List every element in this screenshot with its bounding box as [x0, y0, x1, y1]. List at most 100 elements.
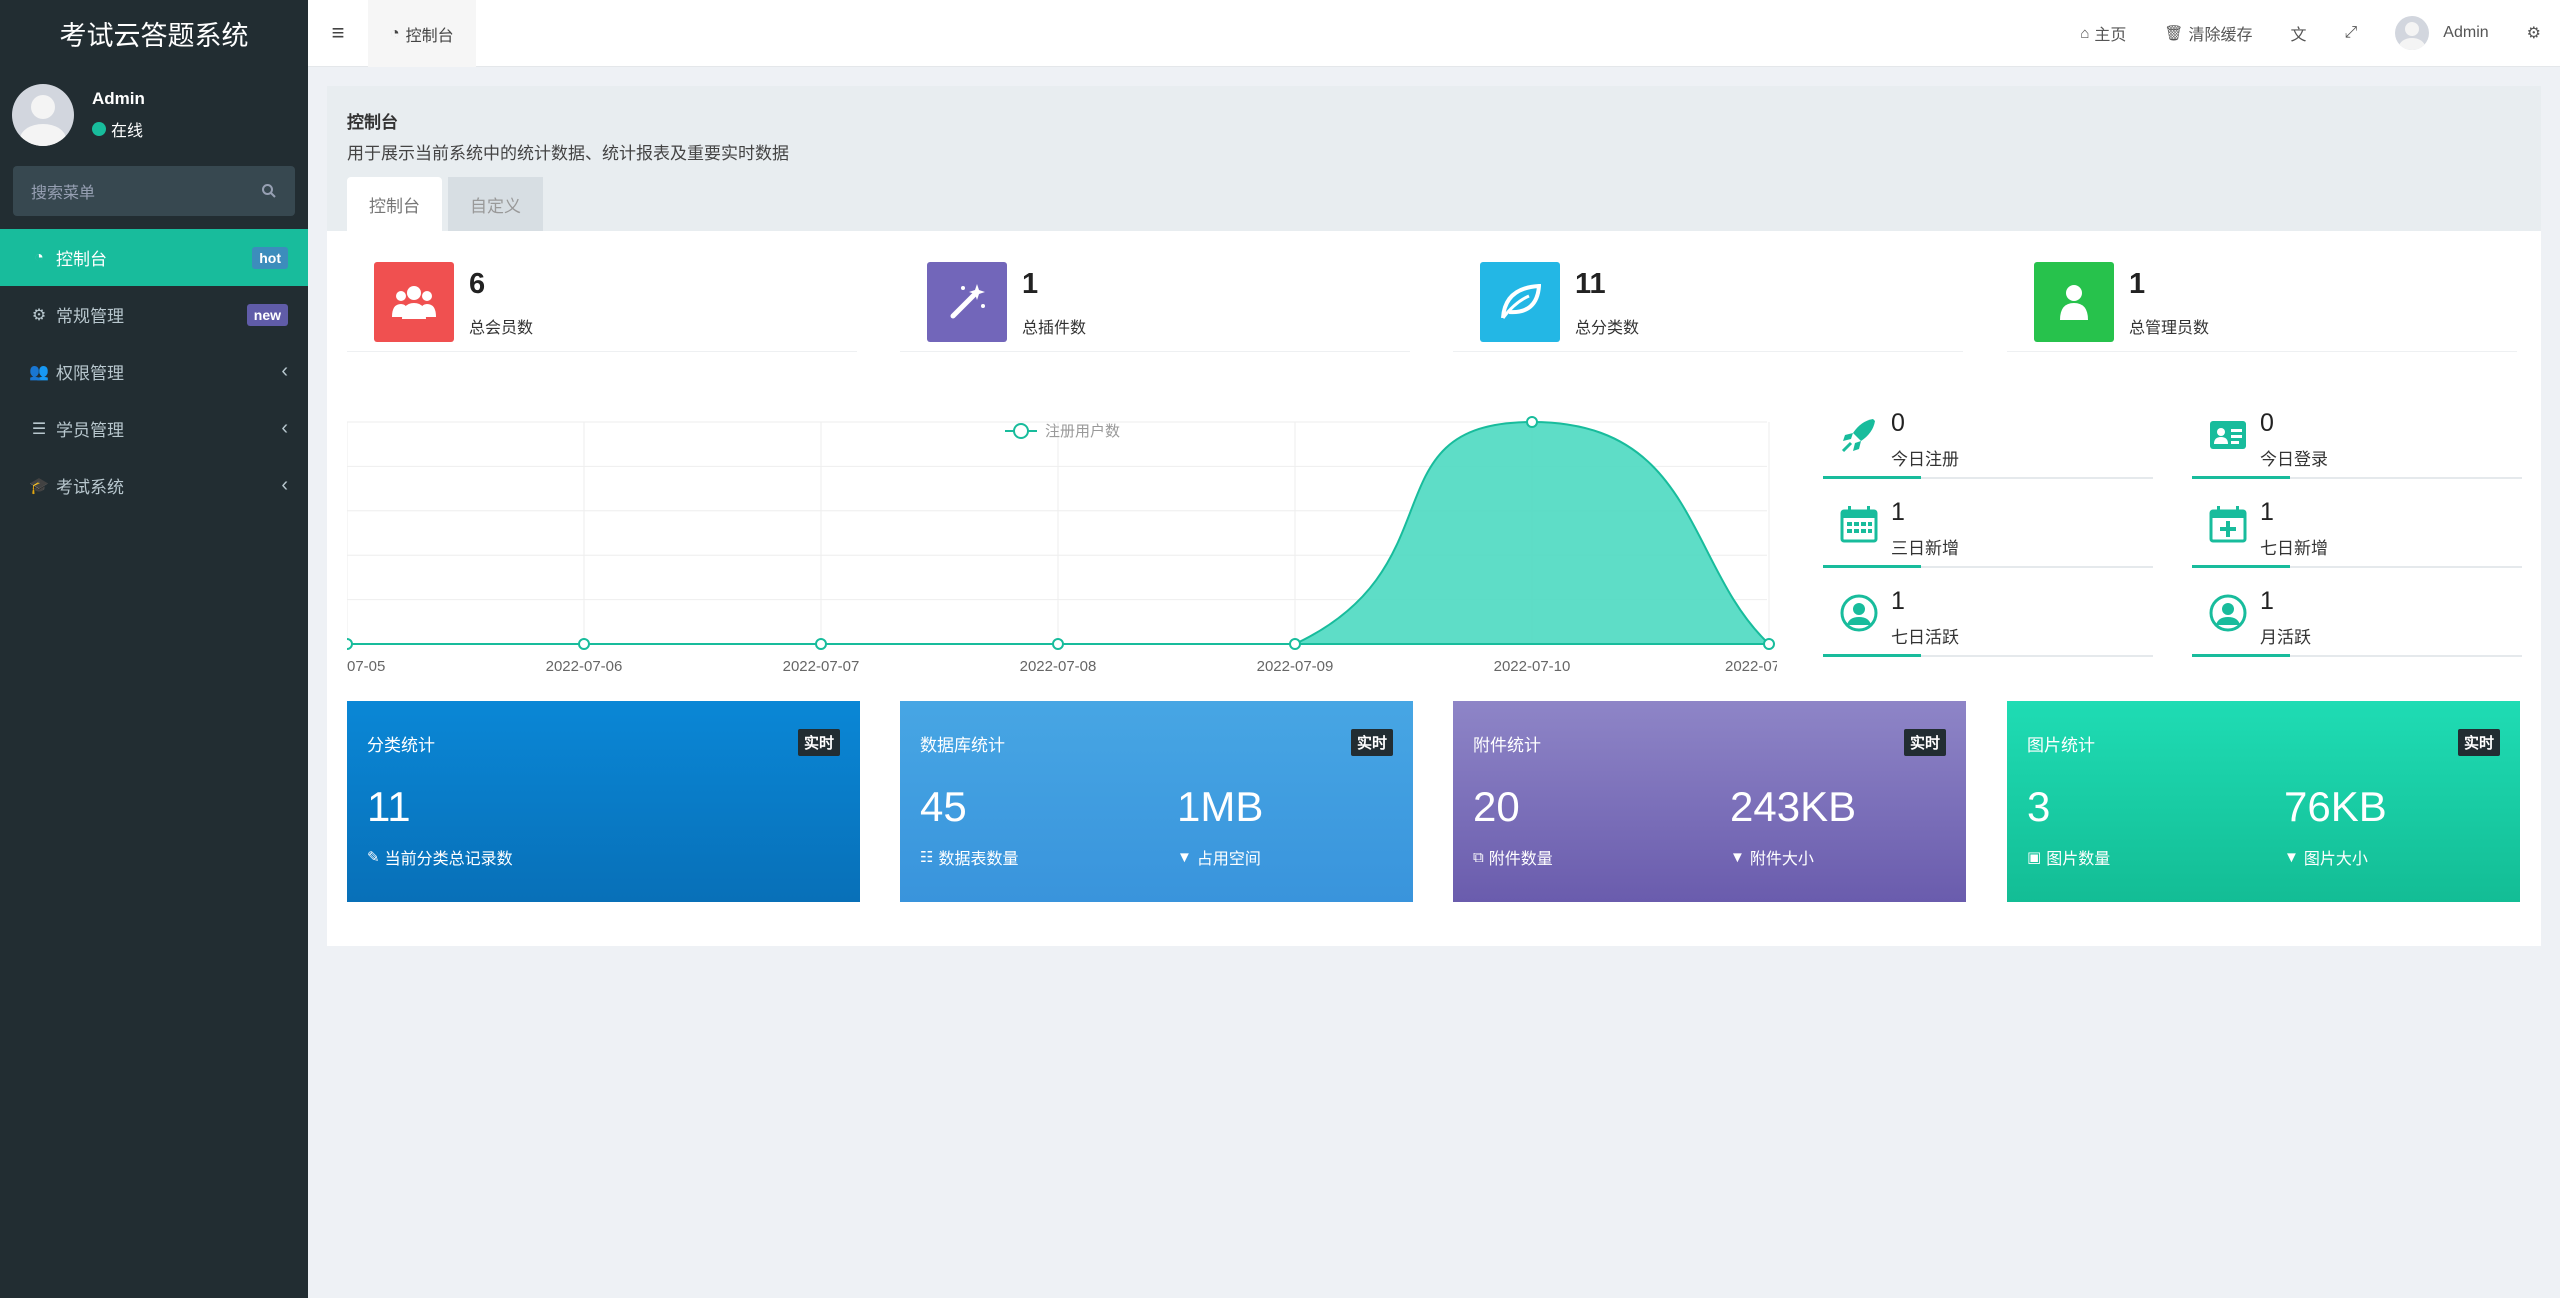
sidebar-item-label: 考试系统 [56, 478, 124, 497]
card-attachment-stats: 附件统计 实时 20 ⧉ 附件数量 243KB ▼ 附件大小 [1453, 701, 1966, 902]
card-value: 76KB [2284, 783, 2387, 830]
app-brand[interactable]: 考试云答题系统 [59, 21, 249, 52]
cogs-icon: ⚙ [31, 306, 47, 324]
sidebar-search-input[interactable]: 搜索菜单 [13, 166, 295, 216]
card-value: 20 [1473, 783, 1520, 830]
card-subtitle-label: 图片大小 [2303, 851, 2368, 868]
data-point[interactable] [1052, 638, 1064, 650]
realtime-badge: 实时 [1903, 729, 1946, 756]
sidebar-item-students[interactable]: ☰ 学员管理 ‹ [0, 400, 308, 457]
tab-dashboard-panel[interactable]: 控制台 [347, 177, 442, 231]
card-subtitle: ▣ 图片数量 [2027, 845, 2110, 869]
clear-cache-button[interactable]: 🗑 清除缓存 [2145, 21, 2271, 45]
search-icon[interactable] [261, 183, 277, 199]
home-icon: ⌂ [2080, 24, 2090, 42]
files-icon: ⧉ [1473, 848, 1484, 866]
mini-label: 七日活跃 [1891, 628, 1959, 647]
data-point[interactable] [1289, 638, 1301, 650]
mini-label: 月活跃 [2260, 628, 2311, 647]
id-card-icon [2210, 421, 2246, 449]
tab-dashboard[interactable]: ◔ 控制台 [368, 0, 476, 67]
mini-seven-day-active: 1 七日活跃 [1823, 587, 2153, 657]
user-name: Admin [92, 89, 145, 108]
clear-cache-label: 清除缓存 [2188, 27, 2253, 44]
trash-icon: 🗑 [2164, 25, 2184, 42]
stat-value: 11 [1575, 268, 1606, 300]
card-value: 45 [920, 783, 967, 830]
card-subtitle-label: 图片数量 [2046, 851, 2111, 868]
stat-value: 1 [2129, 268, 2146, 300]
fullscreen-button[interactable]: ⤢ [2325, 24, 2376, 42]
card-subtitle-label: 数据表数量 [938, 851, 1019, 868]
x-tick-label: 2022-07-08 [1020, 658, 1097, 675]
home-label: 主页 [2094, 27, 2127, 44]
stat-label: 总插件数 [1022, 320, 1087, 337]
data-point[interactable] [815, 638, 827, 650]
x-tick-label: 07-05 [347, 658, 385, 675]
tab-custom[interactable]: 自定义 [448, 177, 543, 231]
mini-label: 三日新增 [1891, 539, 1959, 558]
mini-value: 1 [1891, 587, 1905, 615]
search-placeholder: 搜索菜单 [31, 185, 96, 202]
mini-label: 今日登录 [2260, 450, 2328, 469]
chevron-left-icon: ‹ [281, 474, 288, 496]
rocket-icon [1841, 419, 1875, 453]
card-subtitle: ▼ 图片大小 [2284, 845, 2368, 869]
home-link[interactable]: ⌂ 主页 [2061, 21, 2145, 45]
data-point[interactable] [1526, 416, 1538, 428]
user-icon [2034, 262, 2114, 342]
online-dot-icon [92, 122, 106, 136]
stat-value: 1 [1022, 268, 1039, 300]
x-tick-label: 2022-07-07 [783, 658, 860, 675]
filter-icon: ▼ [2284, 848, 2299, 866]
users-icon [374, 262, 454, 342]
main-content: 控制台 用于展示当前系统中的统计数据、统计报表及重要实时数据 控制台 自定义 6… [327, 86, 2541, 946]
mini-value: 0 [2260, 409, 2274, 437]
x-tick-label: 2022-07 [1725, 658, 1777, 675]
sidebar-item-permissions[interactable]: 👥 权限管理 ‹ [0, 343, 308, 400]
chevron-left-icon: ‹ [281, 417, 288, 439]
stat-admins: 1 总管理员数 [2007, 262, 2517, 352]
page-title: 控制台 [347, 113, 398, 132]
language-icon: 文 [2290, 27, 2307, 44]
sidebar-item-exam[interactable]: 🎓 考试系统 ‹ [0, 457, 308, 514]
data-point[interactable] [347, 638, 353, 650]
chart-legend[interactable]: 注册用户数 [1005, 423, 1120, 440]
panel-heading: 控制台 用于展示当前系统中的统计数据、统计报表及重要实时数据 控制台 自定义 [327, 86, 2541, 231]
settings-button[interactable]: ⚙ [2508, 23, 2560, 43]
mini-label: 今日注册 [1891, 450, 1959, 469]
x-tick-label: 2022-07-10 [1494, 658, 1571, 675]
magic-wand-icon [927, 262, 1007, 342]
list-icon: ☰ [31, 420, 47, 438]
card-subtitle-label: 附件大小 [1749, 851, 1814, 868]
group-icon: 👥 [29, 363, 49, 381]
registered-users-chart: 注册用户数 07-05 2022-07-06 2022-07-07 2022-07-0… [347, 416, 1777, 675]
user-menu[interactable]: Admin [2376, 16, 2507, 50]
mini-value: 1 [1891, 498, 1905, 526]
realtime-badge: 实时 [797, 729, 840, 756]
avatar [12, 84, 74, 146]
data-point[interactable] [578, 638, 590, 650]
user-circle-icon [2209, 594, 2247, 632]
stat-label: 总分类数 [1575, 320, 1640, 337]
stat-label: 总会员数 [469, 320, 534, 337]
sidebar-item-dashboard[interactable]: ◔ 控制台 hot [0, 229, 308, 286]
card-value: 243KB [1730, 783, 1857, 830]
card-subtitle: ✎ 当前分类总记录数 [367, 845, 513, 869]
mini-monthly-active: 1 月活跃 [2192, 587, 2522, 657]
data-point[interactable] [1763, 638, 1775, 650]
language-button[interactable]: 文 [2271, 21, 2325, 45]
sidebar: 考试云答题系统 Admin 在线 搜索菜单 ◔ 控制台 hot ⚙ 常规管理 n… [0, 0, 308, 1298]
image-icon: ▣ [2027, 849, 2042, 866]
menu-toggle-icon[interactable]: ≡ [331, 20, 345, 45]
page-description: 用于展示当前系统中的统计数据、统计报表及重要实时数据 [347, 144, 789, 163]
dashboard-icon: ◔ [390, 25, 400, 42]
dashboard-icon: ◔ [34, 248, 44, 266]
mini-three-day-new: 1 三日新增 [1823, 498, 2153, 568]
sidebar-item-general[interactable]: ⚙ 常规管理 new [0, 286, 308, 343]
card-subtitle: ⧉ 附件数量 [1473, 845, 1553, 869]
calendar-icon [1840, 506, 1878, 543]
card-subtitle: ▼ 附件大小 [1730, 845, 1814, 869]
x-tick-label: 2022-07-09 [1257, 658, 1334, 675]
magic-wand-icon: ✎ [367, 849, 380, 866]
